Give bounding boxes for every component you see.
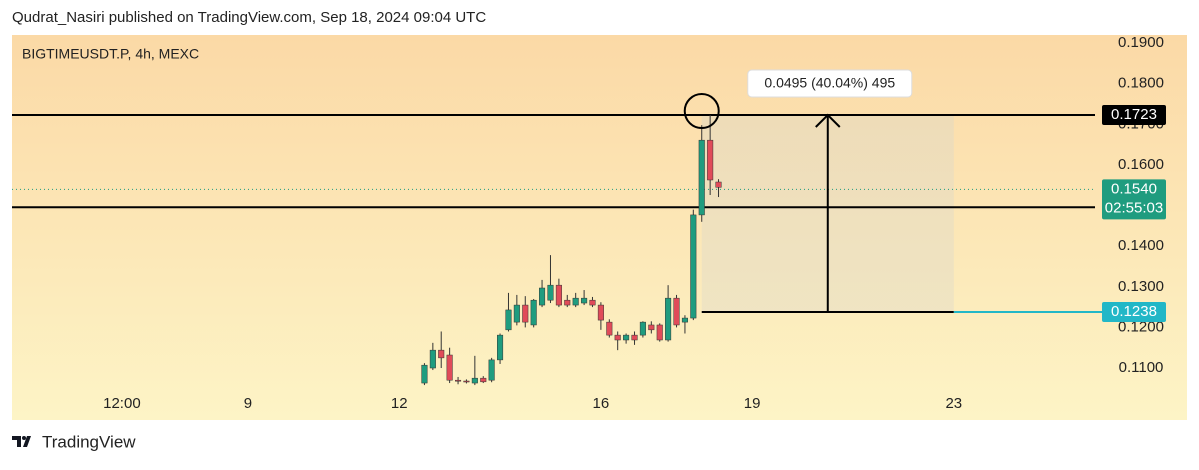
measure-label-box [747,69,913,98]
candle-body [555,284,562,306]
candle-body [639,321,646,336]
x-tick-label: 12 [391,395,408,412]
symbol: BIGTIMEUSDT.P, 4h, MEXC [22,46,199,62]
candle-body [589,299,596,306]
candle-body [648,324,655,331]
y-tick-label: 0.1900 [1118,34,1164,51]
y-tick-label: 0.1400 [1118,237,1164,254]
candle-body [698,139,705,216]
candle-body [631,334,638,341]
countdown: 02:55:03 [1105,199,1163,216]
x-tick-label: 16 [593,395,610,412]
candle-body [564,299,571,306]
candle-body [438,349,445,359]
x-tick-label: 19 [744,395,761,412]
chart-background [12,35,1187,420]
measure-from-tag [1102,301,1166,322]
highlight-circle [683,93,720,130]
x-tick-label: 23 [945,395,962,412]
candle-body [572,297,579,306]
current-price-tag [1102,179,1166,220]
candle-body [471,377,478,384]
measure-label: 0.0495 (40.04%) 495 [764,75,895,91]
candle-body [522,304,529,323]
y-tick-label: 0.1800 [1118,75,1164,92]
candle-body [614,334,621,341]
y-tick-label: 0.1100 [1119,359,1164,376]
level-tag [1102,105,1166,126]
candle-body [606,321,613,336]
candle-body [539,287,546,306]
candle-body [547,284,554,301]
candle-body [513,304,520,323]
publisher: Qudrat_Nasiri published on TradingView.c… [12,9,486,26]
tradingview-logo [12,436,31,447]
candle-body [581,297,588,304]
level-label: 0.1723 [1111,106,1157,123]
candle-body [707,139,714,181]
candle-body [463,380,470,383]
candle-body [446,354,453,381]
candle-body [480,377,487,383]
current-price-label: 0.1540 [1111,180,1157,197]
candle-body [681,317,688,323]
candle-body [505,309,512,331]
measure-from-label: 0.1238 [1111,303,1157,320]
candle-body [421,364,428,384]
candle-body [665,297,672,341]
x-tick-label: 9 [244,395,252,412]
candle-body [455,379,462,382]
candle-body [673,297,680,326]
candle-body [623,334,630,341]
x-tick-label: 12:00 [103,395,141,412]
candle-body [597,304,604,321]
candle-body [690,214,697,319]
candle-body [429,349,436,369]
candle-body [488,359,495,381]
y-tick-label: 0.1300 [1118,278,1164,295]
y-tick-label: 0.1200 [1118,318,1164,335]
candle-body [656,324,663,341]
candle-body [497,334,504,361]
brand: TradingView [42,432,136,451]
arrow-head [815,113,841,128]
candle-body [530,299,537,326]
candle-body [715,181,722,188]
y-tick-label: 0.1600 [1118,156,1164,173]
